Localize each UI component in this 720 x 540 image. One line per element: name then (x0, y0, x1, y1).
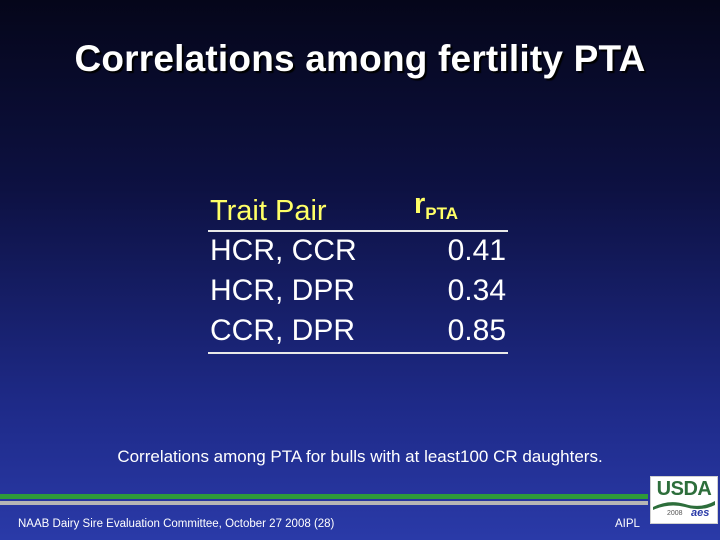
table-bottom-rule (208, 352, 508, 354)
table-header: Trait Pair rPTA (208, 188, 508, 232)
correlation-value-cell: 0.85 (447, 314, 506, 347)
header-r: r (414, 188, 426, 220)
logo-year: 2008 (667, 510, 683, 517)
footer-gray-bar (0, 501, 648, 505)
correlation-table: Trait Pair rPTA HCR, CCR 0.41 HCR, DPR 0… (208, 188, 508, 354)
footer-green-bar (0, 494, 648, 499)
slide-note: Correlations among PTA for bulls with at… (117, 447, 603, 466)
usda-hills-icon (653, 501, 715, 510)
footer-org: AIPL (615, 518, 640, 530)
table-row: HCR, DPR 0.34 (208, 272, 508, 312)
correlation-value-cell: 0.41 (447, 234, 506, 267)
table-row: CCR, DPR 0.85 (208, 312, 508, 352)
header-r-subscript: PTA (425, 204, 459, 223)
slide-title: Correlations among fertility PTA (74, 38, 646, 79)
correlation-value-cell: 0.34 (447, 274, 506, 307)
usda-logo: USDA 2008 aes (650, 476, 718, 524)
usda-logo-text: USDA (656, 478, 712, 500)
footer-citation: NAAB Dairy Sire Evaluation Committee, Oc… (18, 518, 335, 530)
trait-pair-cell: HCR, DPR (210, 274, 356, 307)
trait-pair-cell: HCR, CCR (210, 234, 357, 267)
header-r-pta: rPTA (414, 188, 458, 224)
header-trait-pair: Trait Pair (210, 195, 327, 227)
aes-mark: aes (691, 507, 710, 519)
trait-pair-cell: CCR, DPR (210, 314, 356, 347)
table-row: HCR, CCR 0.41 (208, 232, 508, 272)
